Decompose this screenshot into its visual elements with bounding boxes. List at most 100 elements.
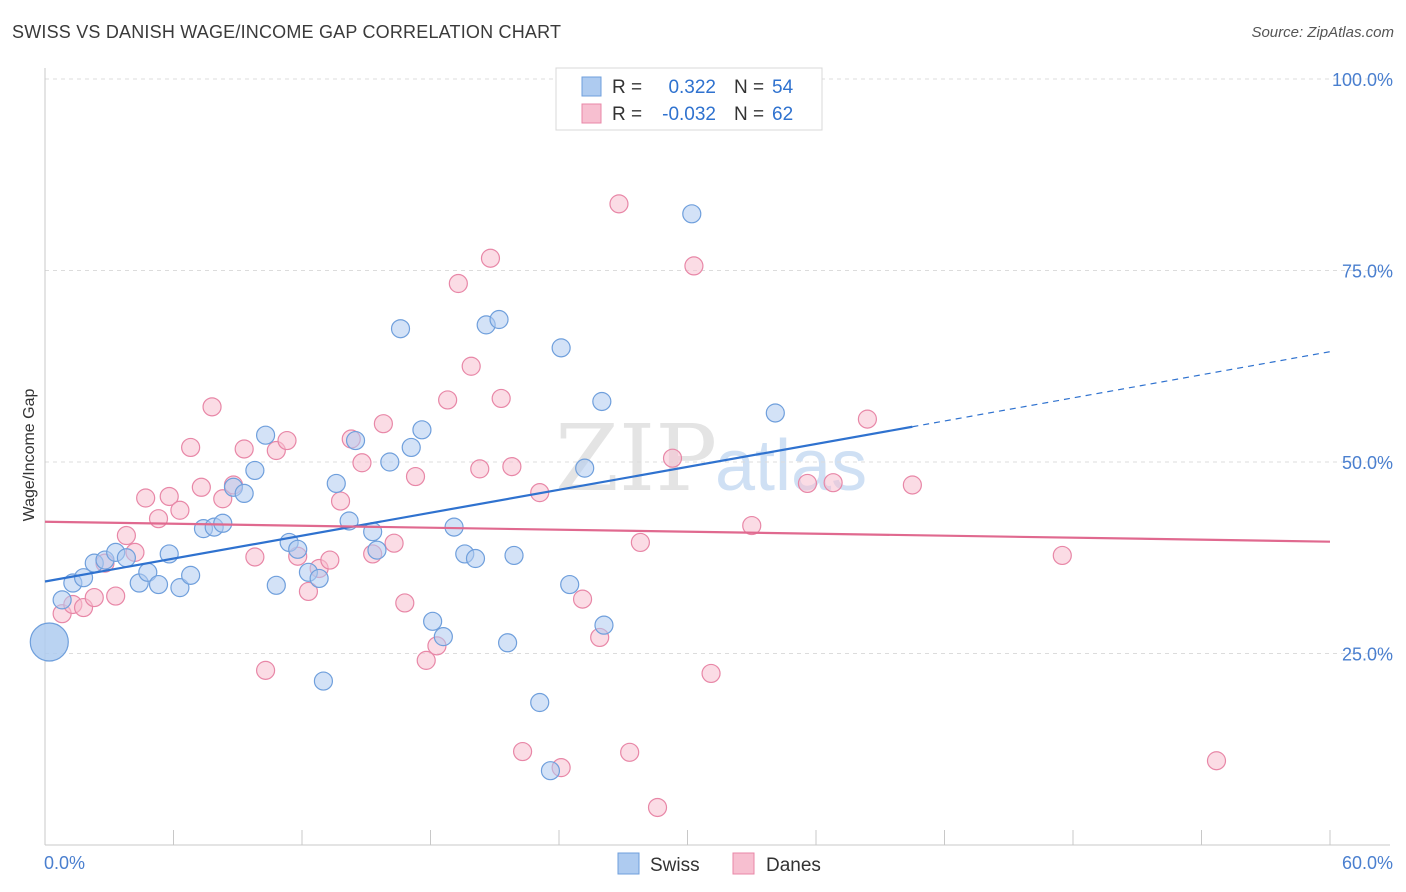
danes-point-9: [148, 509, 169, 529]
danes-point-41: [491, 388, 511, 409]
legend-danes-n-label: N =: [734, 104, 764, 125]
swiss-point-35: [412, 420, 432, 440]
danes-point-46: [572, 589, 593, 609]
danes-point-55: [742, 515, 762, 536]
swiss-point-12: [170, 578, 190, 598]
legend-danes-n-value: 62: [772, 104, 793, 125]
legend-swiss-r-value: 0.322: [668, 77, 716, 98]
danes-point-31: [384, 533, 404, 553]
swiss-point-37: [433, 627, 453, 647]
swiss-point-30: [363, 522, 383, 542]
swiss-point-0: [29, 622, 69, 662]
swiss-point-40: [465, 548, 486, 569]
swiss-point-47: [551, 338, 571, 358]
swiss-point-10: [148, 574, 169, 595]
danes-point-25: [320, 550, 340, 570]
legend-swiss-n-label: N =: [734, 77, 764, 98]
danes-point-8: [136, 488, 156, 508]
y-tick-labels: 25.0% 50.0% 75.0% 100.0%: [1332, 70, 1393, 665]
danes-point-32: [395, 593, 415, 613]
swiss-point-21: [266, 575, 286, 595]
x-ticks: [44, 830, 1331, 845]
danes-point-37: [448, 273, 468, 294]
danes-point-50: [630, 532, 650, 553]
legend-swatch-swiss: [581, 76, 602, 97]
danes-point-59: [902, 475, 922, 495]
watermark-zip: ZIP: [555, 405, 717, 512]
series-legend-swiss: Swiss: [650, 855, 700, 876]
trend-lines: [44, 351, 1331, 583]
danes-point-10: [159, 486, 179, 507]
swiss-point-13: [181, 565, 201, 585]
series-legend-swatch-danes: [732, 852, 755, 875]
danes-point-11: [170, 500, 190, 520]
swiss-point-45: [530, 692, 550, 713]
danes-point-40: [480, 248, 501, 268]
legend-swiss-n-value: 54: [772, 77, 794, 98]
danes-point-18: [245, 547, 265, 567]
y-tick-label-25: 25.0%: [1342, 645, 1393, 665]
x-tick-label-min: 0.0%: [44, 853, 85, 873]
swiss-point-50: [592, 391, 612, 412]
danes-points: [52, 194, 1227, 818]
danes-point-57: [823, 473, 843, 493]
y-tick-label-75: 75.0%: [1342, 262, 1393, 282]
swiss-point-46: [540, 761, 561, 781]
danes-point-48: [609, 194, 629, 214]
danes-point-52: [662, 448, 683, 468]
danes-point-5: [106, 586, 126, 606]
y-axis-label: Wage/Income Gap: [21, 389, 38, 522]
swiss-point-18: [234, 483, 254, 504]
swiss-point-43: [498, 633, 518, 653]
danes-point-54: [701, 663, 721, 684]
y-tick-label-100: 100.0%: [1332, 70, 1393, 90]
swiss-point-1: [52, 590, 72, 610]
danes-point-51: [647, 797, 668, 818]
danes-point-38: [461, 356, 481, 376]
swiss-point-26: [313, 671, 334, 691]
danes-point-39: [470, 459, 490, 479]
x-tick-label-max: 60.0%: [1342, 853, 1393, 873]
swiss-point-48: [560, 574, 580, 595]
swiss-point-16: [213, 513, 233, 533]
watermark: ZIP atlas: [555, 405, 867, 512]
y-tick-label-50: 50.0%: [1342, 453, 1393, 473]
danes-point-3: [84, 587, 104, 608]
chart-title: SWISS VS DANISH WAGE/INCOME GAP CORRELAT…: [12, 22, 562, 42]
swiss-point-32: [380, 452, 400, 472]
danes-point-49: [620, 742, 640, 762]
danes-point-17: [234, 439, 254, 459]
stats-legend: R = 0.322 N = 54 R = -0.032 N = 62: [555, 67, 823, 131]
danes-point-21: [277, 430, 297, 451]
swiss-point-52: [682, 204, 702, 224]
swiss-point-36: [423, 611, 443, 631]
series-legend: Swiss Danes: [617, 852, 821, 876]
swiss-point-19: [245, 460, 265, 481]
swiss-point-31: [367, 540, 387, 560]
grid-lines: [45, 78, 1392, 654]
danes-point-34: [416, 650, 436, 670]
swiss-points: [29, 204, 785, 781]
swiss-point-53: [765, 403, 785, 423]
series-legend-swatch-swiss: [617, 852, 640, 875]
swiss-point-33: [390, 319, 411, 339]
swiss-point-49: [575, 458, 595, 478]
swiss-point-25: [309, 568, 329, 589]
legend-danes-r-value: -0.032: [662, 104, 716, 125]
legend-swiss-r-label: R =: [612, 77, 642, 98]
legend-danes-r-label: R =: [612, 104, 642, 125]
danes-point-60: [1052, 545, 1072, 566]
danes-point-53: [684, 256, 704, 276]
swiss-point-29: [345, 430, 366, 451]
danes-point-26: [330, 491, 351, 511]
legend-swatch-danes: [581, 103, 602, 124]
source-note: Source: ZipAtlas.com: [1251, 24, 1394, 41]
danes-point-6: [116, 525, 136, 546]
swiss-point-51: [594, 615, 614, 635]
series-legend-danes: Danes: [766, 855, 821, 876]
danes-point-28: [352, 453, 372, 473]
swiss-trend-extension: [912, 351, 1331, 428]
danes-point-12: [181, 437, 201, 458]
swiss-point-34: [401, 437, 421, 458]
